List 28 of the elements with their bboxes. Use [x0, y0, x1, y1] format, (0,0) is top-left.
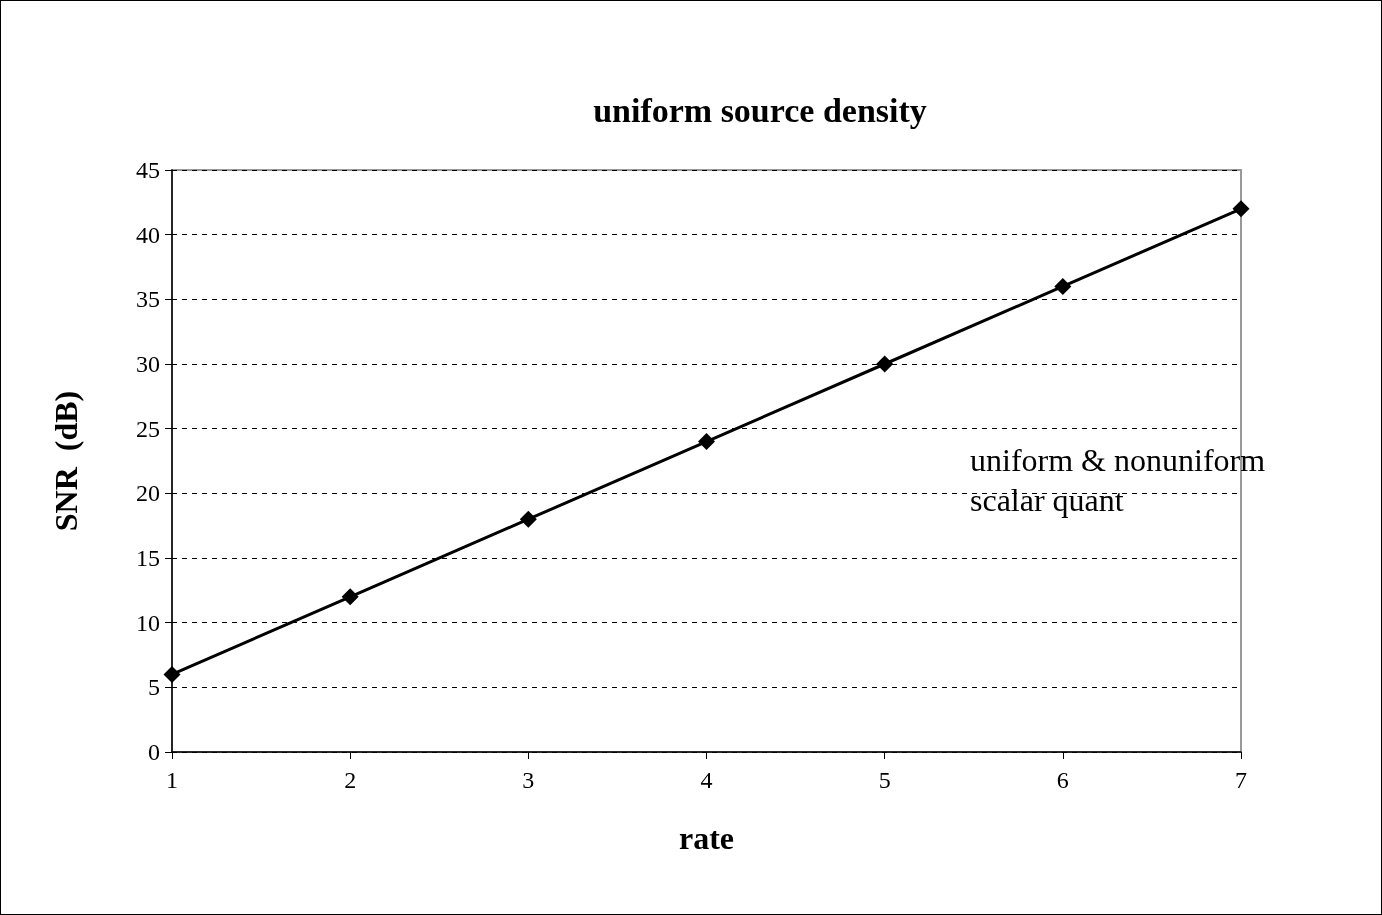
y-tick-label: 25: [136, 415, 160, 442]
x-tick-label: 7: [1235, 767, 1247, 793]
y-tick-label: 20: [136, 480, 160, 507]
point: [876, 355, 894, 373]
point: [163, 665, 181, 683]
y-tick-label: 30: [136, 351, 160, 377]
x-tick-label: 2: [344, 767, 357, 793]
annotation: uniform & nonuniform scalar quant: [970, 442, 1266, 518]
chart-title: uniform source density: [593, 91, 927, 129]
y-tick-label: 15: [136, 545, 160, 571]
x-tick-label: 3: [522, 767, 535, 793]
x-tick-label: 5: [878, 767, 891, 793]
y-axis-title: SNR (dB): [48, 390, 84, 532]
x-axis-title: rate: [678, 820, 735, 856]
y-tick-label: 45: [136, 157, 160, 183]
point: [1054, 277, 1072, 295]
point: [698, 433, 715, 451]
y-tick-label: 35: [136, 286, 160, 313]
x-tick-label: 4: [700, 767, 713, 793]
x-tick-label: 6: [1056, 767, 1069, 793]
y-tick-label: 10: [136, 609, 160, 636]
y-tick-label: 40: [136, 221, 160, 248]
point: [519, 510, 537, 528]
point: [341, 588, 359, 606]
x-tick-label: 1: [166, 767, 178, 793]
y-tick-label: 0: [148, 739, 160, 765]
point: [1232, 200, 1250, 218]
y-tick-label: 5: [148, 674, 160, 701]
